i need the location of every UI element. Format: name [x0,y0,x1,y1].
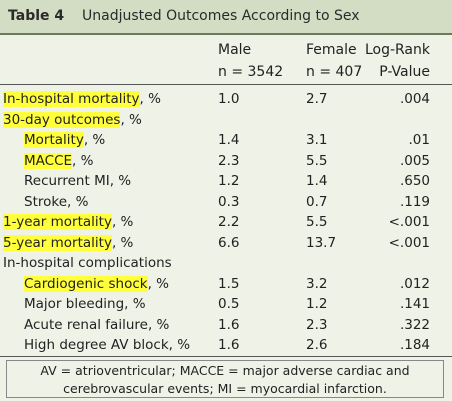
table-row: 30-day outcomes, % [0,110,452,130]
table-cell: 5.5 [306,152,328,169]
table-cell: 3.2 [306,275,328,292]
label-text: , % [83,132,106,148]
table-cell: <.001 [388,234,430,251]
column-header: n = 407 [306,64,363,80]
table-row: In-hospital mortality, % 1.0 2.7 .004 [0,89,452,109]
table-cell: 1.0 [218,91,240,107]
row-label: Major bleeding, % [24,294,146,314]
table-row: In-hospital complications [0,253,452,273]
row-label: In-hospital mortality, % [3,89,161,109]
table-cell: 3.1 [306,132,328,148]
label-text: Major bleeding, % [24,296,146,312]
table-cell: 1.6 [218,337,240,353]
label-text: , % [147,275,169,292]
table-row: High degree AV block, % 1.6 2.6 .184 [0,335,452,355]
column-header: n = 3542 [218,64,284,80]
row-label: In-hospital complications [3,253,172,273]
table-cell: 1.4 [306,173,328,189]
label-text: High degree AV block, % [24,337,191,353]
label-text: Acute renal failure, % [24,316,170,333]
row-label: 5-year mortality, % [3,233,133,253]
table-cell: 2.2 [218,214,240,230]
table-cell: 1.5 [218,275,240,292]
row-label: MACCE, % [24,151,93,171]
column-header: P-Value [379,64,430,80]
table-cell: <.001 [388,214,430,230]
table-cell: 2.3 [306,316,328,333]
table-header: Table 4 Unadjusted Outcomes According to… [0,0,452,35]
table-cell: 5.5 [306,214,328,230]
label-text: In-hospital complications [3,255,172,271]
table-cell: 0.7 [306,193,328,210]
table-cell: .322 [399,316,430,333]
table-cell: 0.5 [218,296,240,312]
row-label: Mortality, % [24,130,105,150]
row-label: 1-year mortality, % [3,212,133,232]
highlighted-text: MACCE [24,152,73,169]
label-text: , % [111,214,134,230]
table-row: 1-year mortality, % 2.2 5.5 <.001 [0,212,452,232]
highlighted-text: In-hospital mortality [3,91,140,107]
table-cell: 6.6 [218,234,240,251]
row-label: 30-day outcomes, % [3,110,142,130]
table-row: Acute renal failure, % 1.6 2.3 .322 [0,315,452,335]
table-cell: 2.6 [306,337,328,353]
label-text: Recurrent MI, % [24,173,132,189]
table-title: Unadjusted Outcomes According to Sex [82,8,360,24]
table-row: 5-year mortality, % 6.6 13.7 <.001 [0,233,452,253]
row-label: Cardiogenic shock, % [24,274,169,294]
table-cell: .004 [399,91,430,107]
label-text: , % [111,234,134,251]
highlighted-text: Mortality [24,132,84,148]
table-cell: .005 [399,152,430,169]
table-cell: .01 [408,132,430,148]
highlighted-text: 1-year mortality [3,214,112,230]
label-text: Stroke, % [24,193,89,210]
highlighted-text: 30-day outcomes [3,111,121,128]
row-label: Recurrent MI, % [24,171,131,191]
table-cell: .012 [399,275,430,292]
table-cell: 2.3 [218,152,240,169]
table-cell: 1.2 [218,173,240,189]
table-cell: .650 [399,173,430,189]
table-cell: 1.4 [218,132,240,148]
table-row: Cardiogenic shock, % 1.5 3.2 .012 [0,274,452,294]
label-text: , % [139,91,161,107]
table-cell: 13.7 [306,234,337,251]
table-row: Major bleeding, % 0.5 1.2 .141 [0,294,452,314]
highlighted-text: 5-year mortality [3,234,112,251]
table-cell: .119 [399,193,430,210]
table-row: Recurrent MI, % 1.2 1.4 .650 [0,171,452,191]
bottom-rule [0,356,452,357]
table-cell: 0.3 [218,193,240,210]
footnote: AV = atrioventricular; MACCE = major adv… [6,360,444,398]
column-header: Male [218,42,252,58]
table-cell: 1.2 [306,296,328,312]
header-rule [0,84,452,85]
label-text: , % [120,111,142,128]
column-header: Female [306,42,357,58]
row-label: Acute renal failure, % [24,315,169,335]
table-row: Stroke, % 0.3 0.7 .119 [0,192,452,212]
table-cell: .141 [399,296,430,312]
table-row: Mortality, % 1.4 3.1 .01 [0,130,452,150]
table-number: Table 4 [8,8,65,24]
label-text: , % [72,152,94,169]
table-cell: .184 [399,337,430,353]
row-label: Stroke, % [24,192,88,212]
table-cell: 1.6 [218,316,240,333]
row-label: High degree AV block, % [24,335,190,355]
highlighted-text: Cardiogenic shock [24,275,148,292]
table-cell: 2.7 [306,91,328,107]
column-header: Log-Rank [364,42,430,58]
table-row: MACCE, % 2.3 5.5 .005 [0,151,452,171]
